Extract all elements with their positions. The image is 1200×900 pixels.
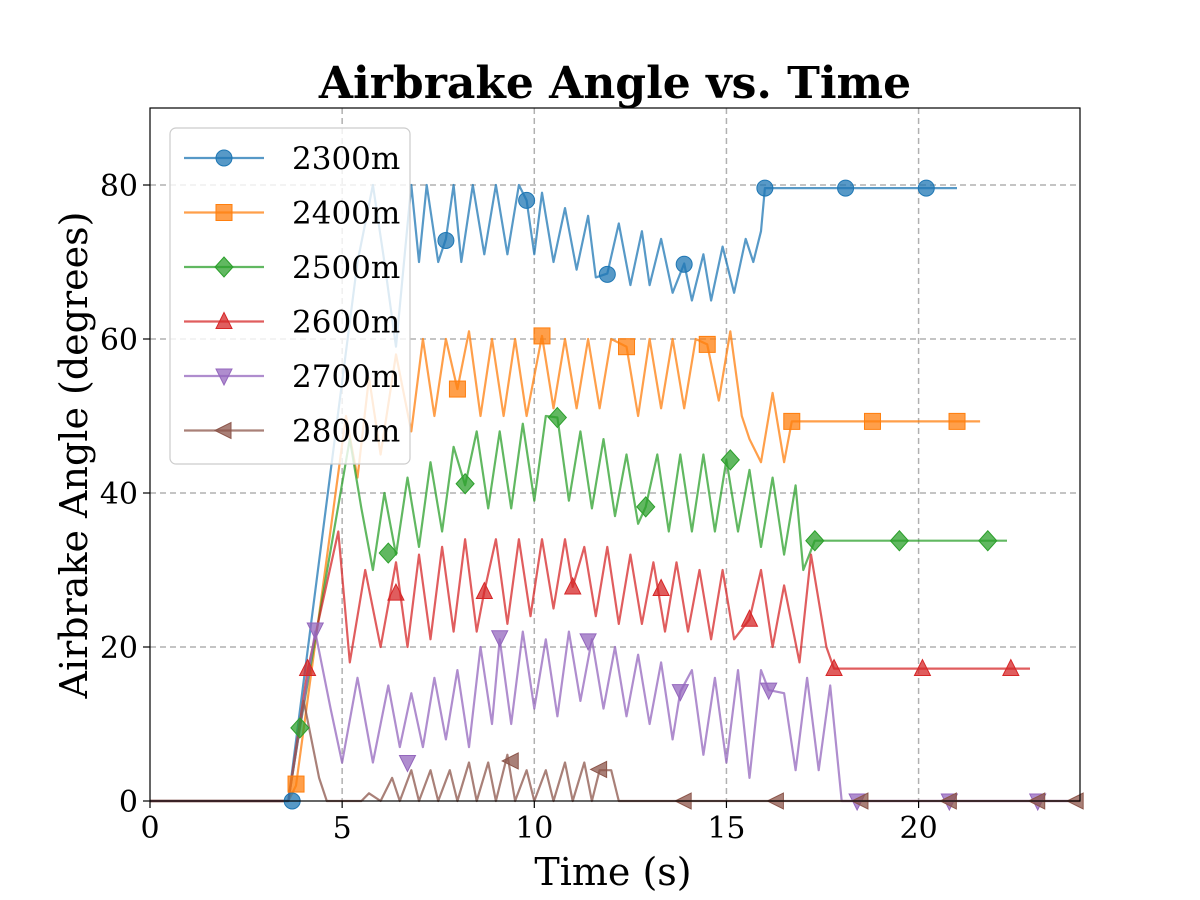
data-point-2300m [598, 265, 616, 283]
data-point-2500m [805, 529, 825, 552]
x-axis-ticks: 0 5 10 15 20 [140, 801, 938, 846]
legend-marker-2700m [215, 368, 233, 387]
x-tick-label: 20 [900, 811, 938, 846]
y-tick-label: 40 [100, 477, 138, 512]
data-point-2300m [917, 179, 935, 197]
data-point-2600m [652, 578, 670, 596]
data-point-2500m [720, 449, 740, 471]
legend-marker-2300m [215, 149, 233, 167]
legend-label-2800m: 2800m [292, 414, 400, 450]
data-point-2500m [547, 406, 568, 429]
data-point-2500m [378, 542, 398, 564]
legend: 2300m 2400m 2500m 2600m 2700m 2800m [169, 127, 411, 465]
legend-marker-2800m [213, 421, 232, 440]
data-point-2500m [636, 496, 656, 518]
data-point-2300m [518, 191, 536, 209]
data-point-2400m [533, 327, 551, 345]
plot-frame [149, 107, 1081, 802]
data-point-2500m [455, 473, 475, 495]
data-point-2600m [298, 658, 317, 677]
data-point-2700m [306, 622, 325, 641]
data-point-2600m [825, 658, 843, 677]
legend-marker-2600m [215, 311, 233, 329]
series-line-2300m [150, 183, 957, 803]
data-point-2700m [490, 630, 509, 648]
data-point-2800m [589, 760, 608, 779]
data-point-2500m [290, 717, 310, 739]
y-tick-label: 20 [100, 631, 138, 666]
x-tick-label: 5 [333, 811, 352, 846]
series-line-2600m [150, 530, 1030, 803]
legend-label-2400m: 2400m [292, 196, 400, 232]
series-markers [283, 179, 1084, 812]
series-line-2700m [150, 630, 1080, 803]
data-point-2500m [978, 529, 998, 552]
data-point-2400m [618, 338, 636, 356]
data-point-2500m [889, 529, 910, 552]
y-axis-label: Airbrake Angle (degrees) [52, 212, 96, 700]
legend-label-2600m: 2600m [292, 305, 400, 341]
data-point-2700m [671, 684, 690, 702]
legend-marker-2400m [215, 204, 233, 221]
data-point-2400m [948, 412, 966, 430]
legend-label-2500m: 2500m [292, 250, 400, 286]
data-point-2400m [287, 775, 305, 793]
y-tick-label: 60 [100, 323, 138, 358]
x-tick-label: 15 [707, 811, 745, 846]
data-point-2400m [783, 412, 801, 430]
data-point-2400m [698, 335, 716, 353]
x-tick-label: 0 [140, 811, 159, 846]
y-tick-label: 80 [100, 169, 138, 204]
data-point-2600m [1002, 658, 1020, 677]
data-point-2600m [563, 576, 582, 595]
series-line-2500m [150, 414, 1007, 803]
data-point-2600m [475, 581, 494, 600]
data-point-2600m [913, 658, 932, 677]
data-point-2400m [448, 380, 466, 398]
data-point-2300m [675, 255, 693, 273]
legend-label-2700m: 2700m [292, 359, 400, 395]
x-tick-label: 10 [515, 811, 553, 846]
y-axis-ticks: 0 20 40 60 80 [100, 169, 150, 820]
x-axis-label: Time (s) [534, 850, 691, 894]
data-point-2800m [501, 752, 519, 770]
legend-marker-2500m [214, 256, 234, 278]
data-point-2700m [579, 633, 597, 651]
data-point-2700m [398, 755, 417, 773]
data-point-2400m [863, 412, 881, 430]
y-tick-label: 0 [119, 785, 138, 820]
data-point-2600m [387, 582, 405, 601]
legend-label-2300m: 2300m [292, 141, 400, 177]
data-point-2300m [437, 231, 455, 249]
chart-title: Airbrake Angle vs. Time [318, 58, 911, 109]
data-point-2700m [759, 682, 778, 701]
data-point-2600m [740, 609, 759, 627]
data-point-2300m [837, 179, 855, 197]
data-point-2300m [756, 179, 774, 197]
